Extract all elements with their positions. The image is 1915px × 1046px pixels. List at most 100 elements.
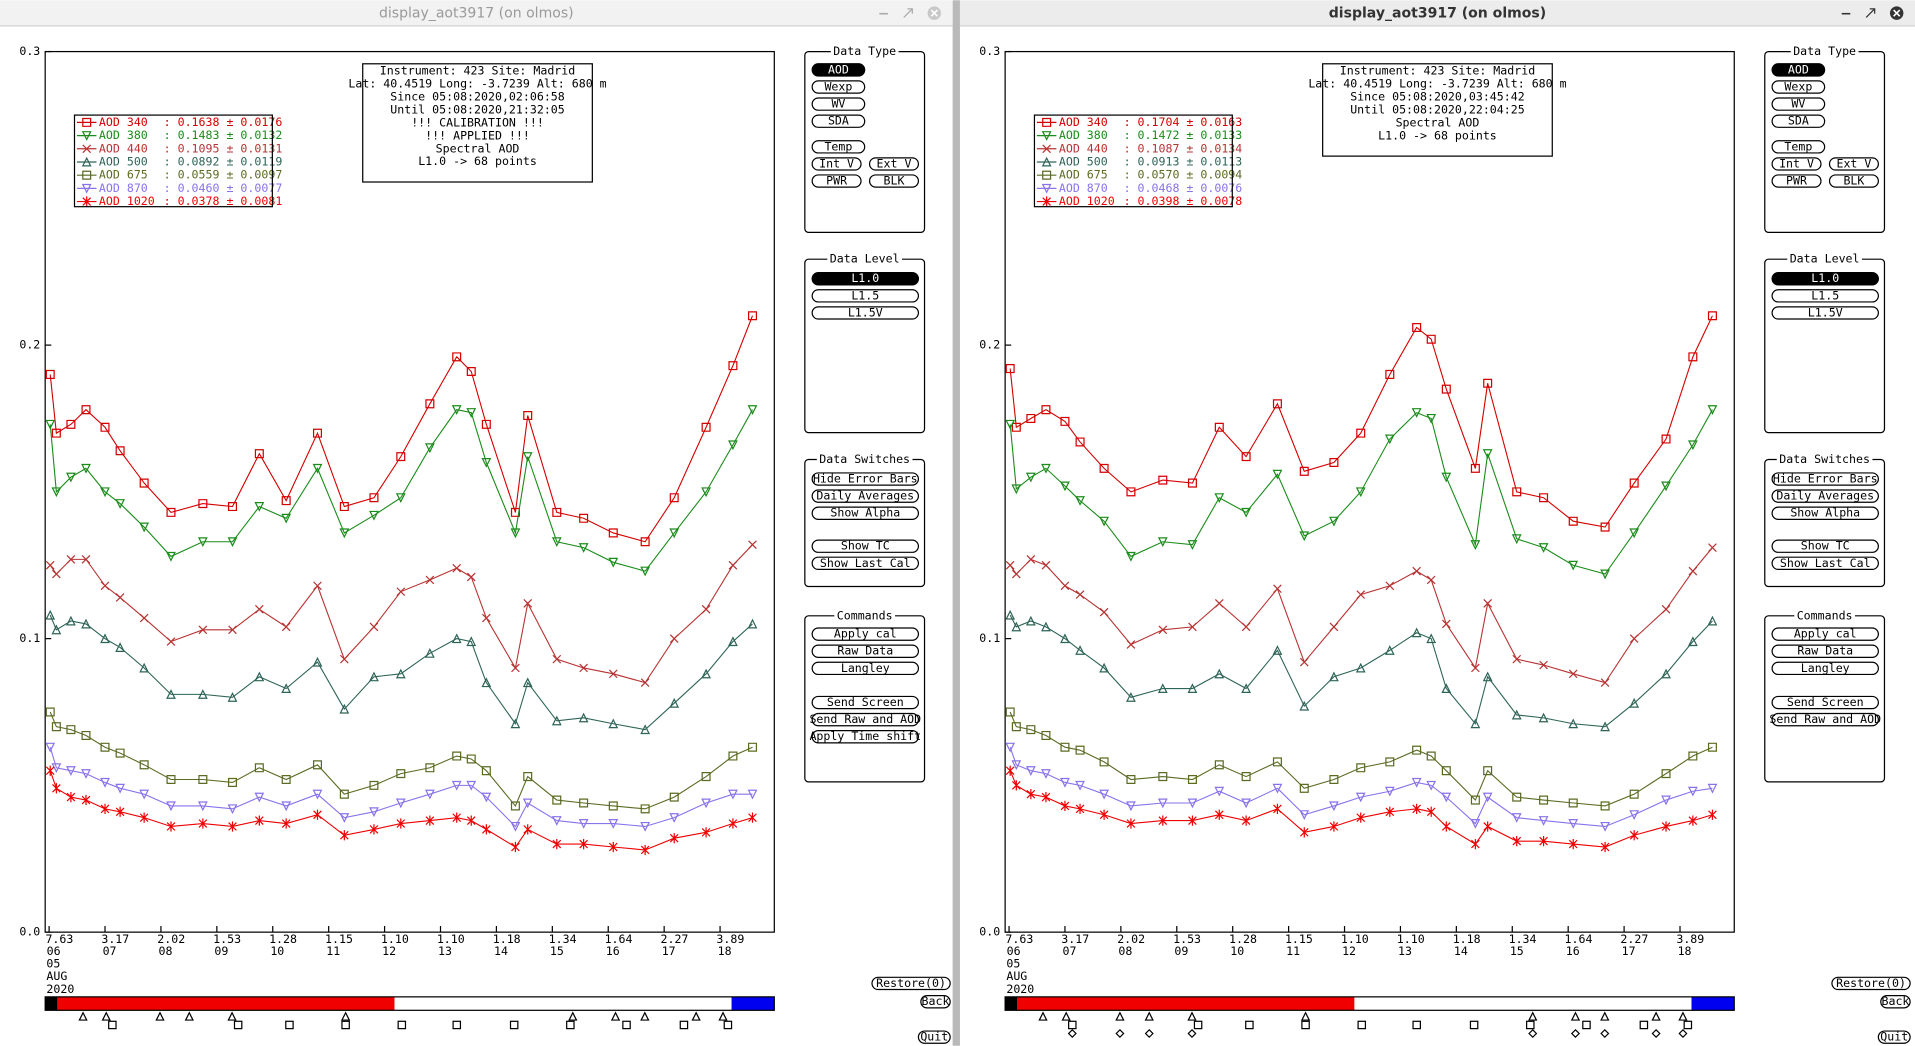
button[interactable] — [811, 272, 920, 286]
button[interactable] — [811, 627, 920, 641]
data-point — [1158, 772, 1168, 782]
data-point — [369, 824, 379, 835]
button[interactable] — [811, 63, 866, 77]
flag-triangle — [340, 1011, 351, 1021]
button[interactable] — [811, 157, 862, 171]
data-point — [1385, 581, 1395, 591]
button[interactable] — [811, 556, 920, 571]
button[interactable] — [1771, 539, 1879, 553]
button[interactable] — [811, 712, 920, 727]
data-point — [1099, 463, 1109, 473]
button-label: Daily Averages — [1776, 489, 1874, 503]
maximize-button[interactable] — [1865, 8, 1876, 18]
button[interactable] — [1771, 80, 1826, 94]
data-point — [1687, 786, 1698, 797]
x-top-label: 1.64 — [605, 932, 633, 946]
panel-title-bg — [1790, 46, 1859, 57]
button[interactable] — [1771, 289, 1879, 303]
button[interactable] — [1771, 306, 1879, 320]
button[interactable] — [1771, 63, 1826, 77]
data-point — [523, 824, 533, 835]
button[interactable] — [1771, 472, 1879, 486]
button[interactable] — [1771, 661, 1879, 676]
button[interactable] — [1828, 157, 1879, 171]
data-point — [1158, 815, 1168, 826]
button[interactable] — [868, 174, 920, 188]
button[interactable] — [811, 661, 920, 676]
button[interactable] — [1771, 712, 1879, 727]
x-top-label: 1.15 — [325, 932, 353, 946]
data-point — [552, 838, 562, 850]
button[interactable] — [1771, 272, 1879, 286]
button[interactable] — [811, 80, 866, 94]
quit-button[interactable] — [917, 1030, 951, 1044]
button[interactable] — [811, 695, 920, 710]
data-point — [1708, 809, 1717, 820]
maximize-button[interactable] — [903, 8, 913, 18]
data-point — [747, 789, 758, 800]
data-point — [1299, 810, 1310, 821]
restore-button[interactable] — [871, 976, 951, 991]
x-top-label: 1.53 — [1173, 932, 1201, 946]
button[interactable] — [1771, 695, 1879, 710]
button[interactable] — [1771, 556, 1879, 571]
time-bar-segment — [394, 996, 732, 1011]
legend-label: AOD 440 — [1059, 141, 1108, 155]
data-point — [339, 654, 349, 664]
data-point — [197, 537, 208, 548]
data-point — [578, 819, 589, 829]
panel-title: Data Switches — [1779, 452, 1870, 466]
button[interactable] — [1771, 97, 1826, 111]
legend-stats: : 0.1087 ± 0.0134 — [1124, 141, 1243, 155]
legend-label: AOD 340 — [1059, 115, 1108, 129]
button[interactable] — [811, 306, 920, 320]
data-point — [510, 821, 521, 832]
button[interactable] — [811, 730, 920, 744]
flag-diamond — [1528, 1028, 1538, 1039]
button[interactable] — [1771, 114, 1826, 128]
button[interactable] — [811, 472, 920, 486]
quit-button[interactable] — [1877, 1030, 1911, 1044]
legend-label: AOD 1020 — [1059, 194, 1115, 208]
button[interactable] — [811, 489, 920, 503]
panel-title: Data Switches — [819, 452, 910, 466]
button[interactable] — [811, 506, 920, 520]
button[interactable] — [811, 114, 866, 128]
button[interactable] — [811, 97, 866, 111]
data-point — [1158, 475, 1168, 485]
button[interactable] — [1771, 644, 1879, 658]
back-button[interactable] — [1880, 995, 1911, 1009]
button[interactable] — [1771, 174, 1822, 188]
button[interactable] — [1771, 140, 1826, 154]
data-point — [466, 572, 476, 582]
data-point — [1060, 481, 1070, 492]
restore-button[interactable] — [1831, 976, 1911, 991]
button[interactable] — [811, 174, 862, 188]
data-point — [1214, 786, 1225, 797]
data-point — [1688, 815, 1698, 826]
button[interactable] — [1771, 489, 1879, 503]
data-point — [1329, 622, 1339, 632]
button[interactable] — [1828, 174, 1879, 188]
button[interactable] — [811, 289, 920, 303]
data-point — [482, 613, 491, 623]
data-point — [1661, 481, 1671, 492]
button[interactable] — [811, 539, 920, 553]
back-button[interactable] — [920, 995, 951, 1009]
data-point — [339, 830, 349, 841]
button[interactable] — [1771, 506, 1879, 520]
legend-label: AOD 870 — [1059, 181, 1108, 195]
button[interactable] — [811, 140, 866, 154]
x-tick-label: 12 — [382, 944, 396, 958]
data-point — [1329, 516, 1339, 527]
data-point — [1356, 590, 1366, 599]
data-point — [1241, 683, 1252, 694]
button[interactable] — [1771, 157, 1822, 171]
button[interactable] — [1771, 627, 1879, 641]
data-point — [1214, 760, 1224, 770]
data-point — [701, 772, 711, 782]
button[interactable] — [811, 644, 920, 658]
button-label: Apply cal — [834, 627, 897, 641]
button[interactable] — [868, 157, 920, 171]
time-bar-segment — [45, 996, 58, 1011]
